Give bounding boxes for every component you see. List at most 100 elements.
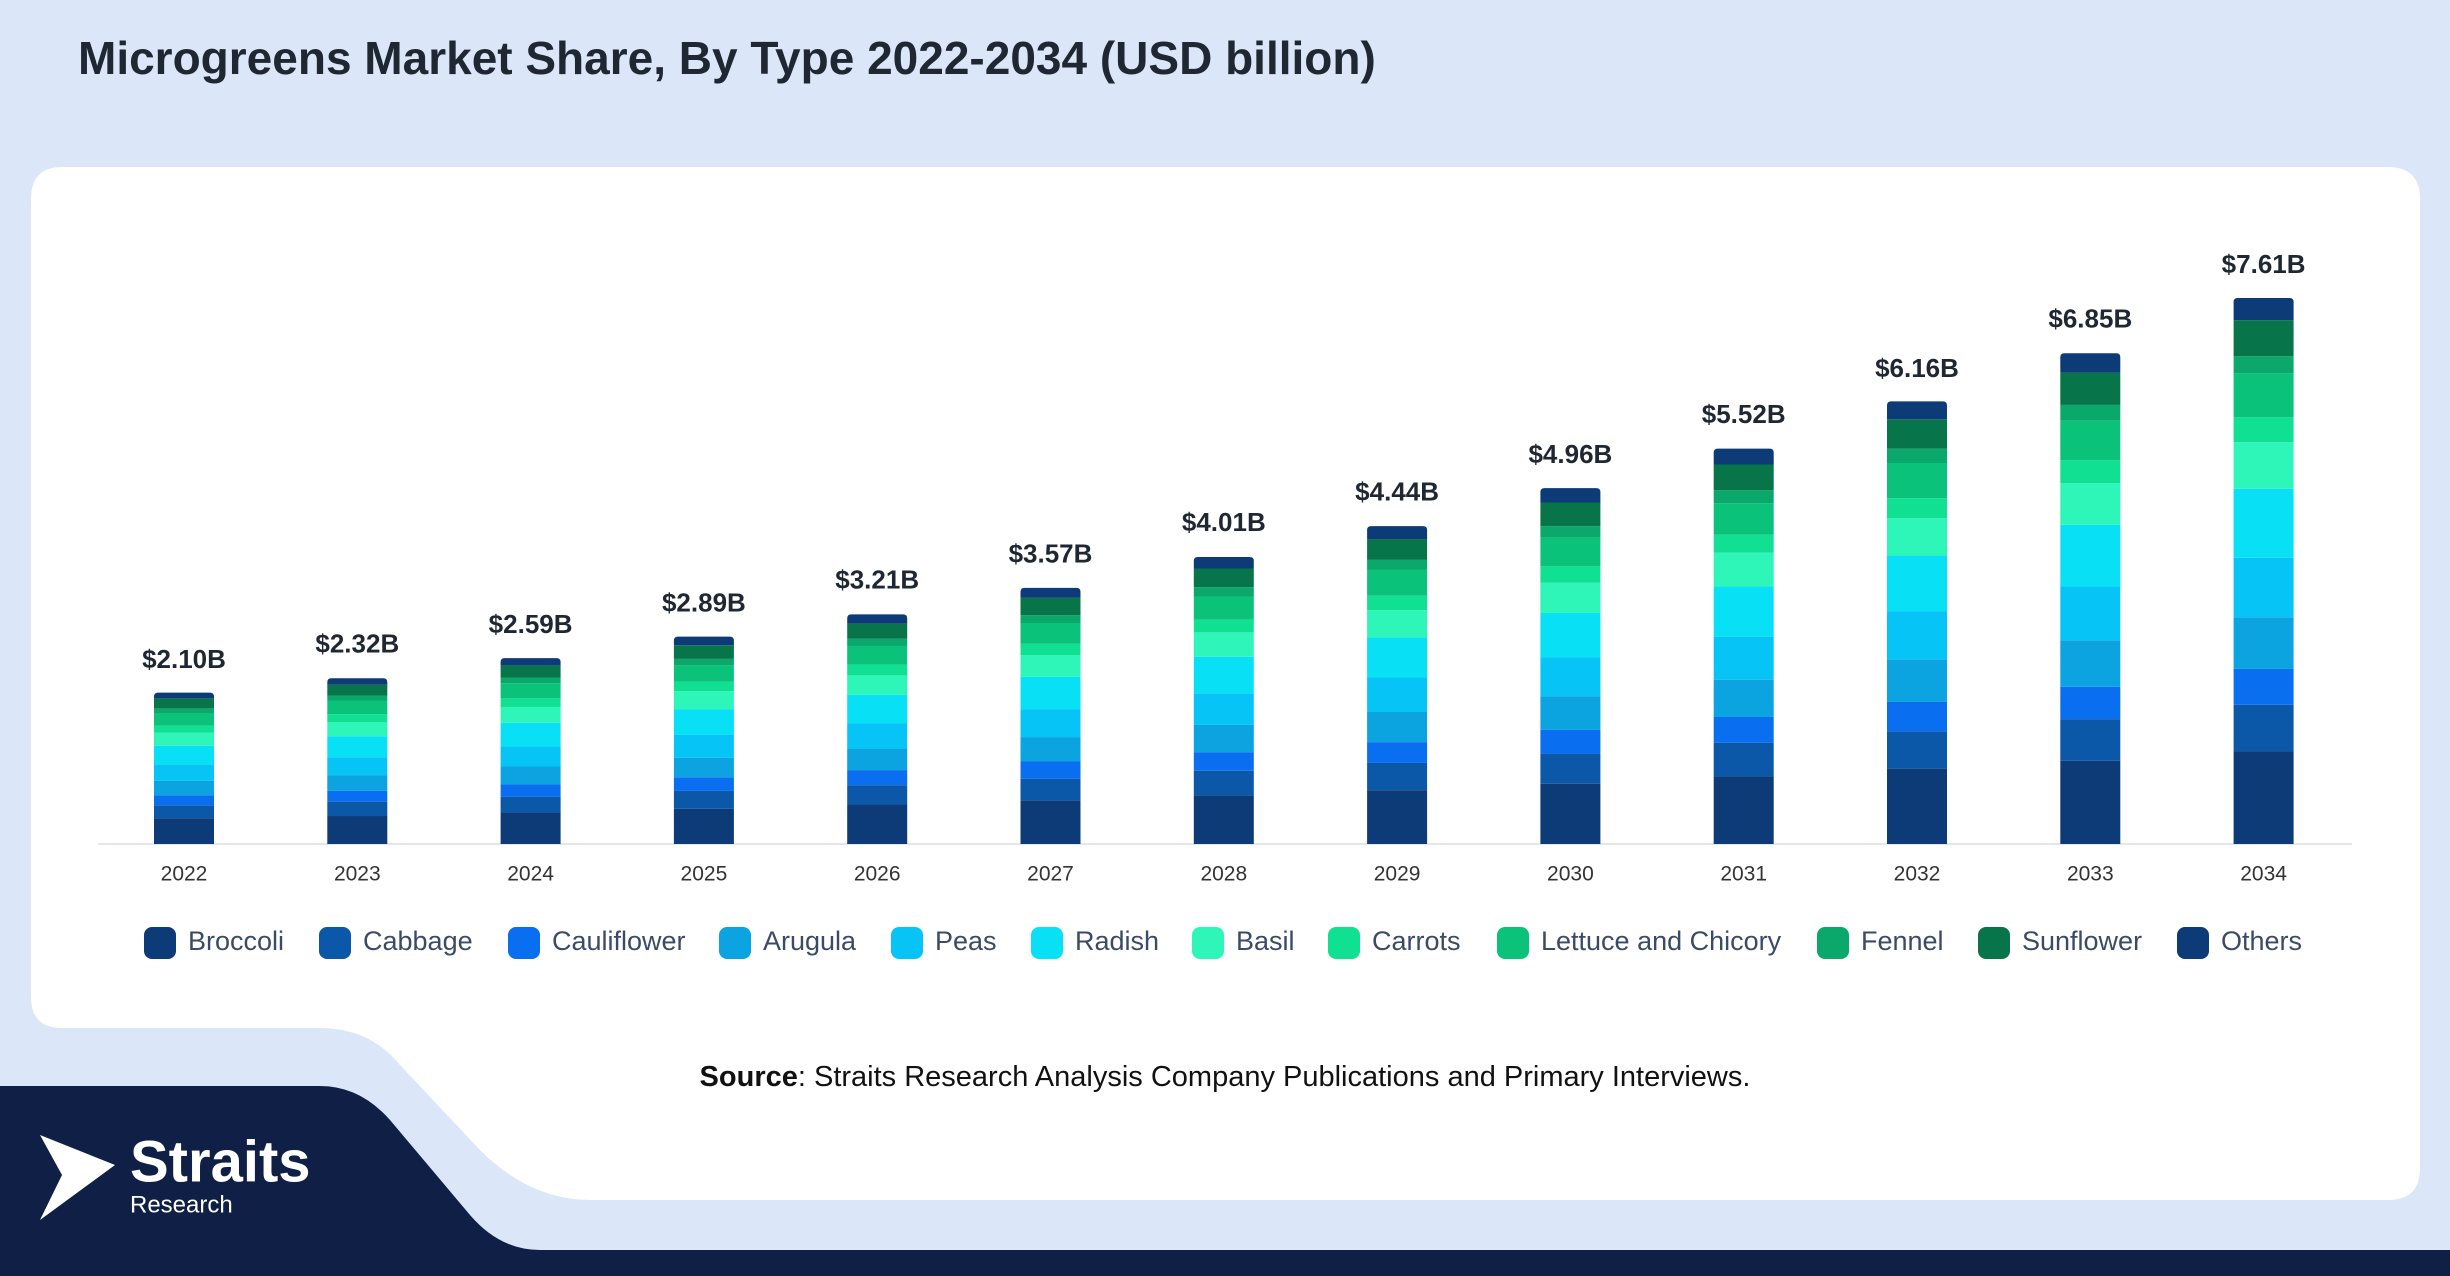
bar-segment [1887, 498, 1947, 519]
bar-segment [2060, 686, 2121, 720]
bar-segment [1540, 488, 1601, 503]
bar-segment [500, 722, 561, 747]
bar-segment [1713, 717, 1774, 743]
bar-segment [1193, 557, 1254, 569]
bar-segment [1713, 464, 1774, 491]
bar-segment [673, 790, 734, 809]
bar-segment [2233, 320, 2294, 357]
legend-swatch [1031, 927, 1063, 959]
bar-segment [327, 801, 388, 817]
bar-segment [847, 804, 908, 844]
bar-segment [1887, 731, 1947, 769]
bar-segment [1713, 448, 1774, 465]
legend-swatch [1978, 927, 2010, 959]
total-label: $3.21B [835, 565, 919, 595]
total-label: $4.44B [1355, 476, 1439, 506]
bar-segment [154, 764, 214, 781]
bar-segment [154, 708, 214, 714]
bar-segment [1367, 790, 1428, 844]
total-label: $4.01B [1182, 507, 1266, 537]
total-label: $4.96B [1528, 439, 1612, 469]
bar-segment [1020, 643, 1081, 656]
bar-segment [154, 818, 214, 844]
legend-swatch [508, 927, 540, 959]
bar-segment [1367, 569, 1428, 596]
bar-segment [154, 780, 214, 796]
bar-segment [327, 790, 388, 802]
bar-segment [1367, 559, 1428, 570]
legend-swatch [719, 927, 751, 959]
bar-segment [847, 723, 908, 749]
bar-segment [327, 816, 388, 844]
bar-segment [673, 777, 734, 791]
bar-segment [1713, 679, 1774, 718]
bar-segment [2060, 760, 2121, 844]
legend-swatch [1497, 927, 1529, 959]
bar-segment [1367, 595, 1428, 611]
legend-label: Fennel [1861, 926, 1944, 956]
legend-label: Radish [1075, 926, 1159, 956]
bar-segment [154, 805, 214, 819]
x-tick-label: 2026 [854, 863, 901, 886]
legend-label: Lettuce and Chicory [1541, 926, 1782, 956]
bar-segment [847, 638, 908, 646]
x-tick-label: 2029 [1374, 863, 1421, 886]
bar-segment [847, 785, 908, 805]
bar-segment [2060, 420, 2121, 461]
bar-segment [500, 665, 561, 678]
bar-segment [1887, 463, 1947, 499]
legend-swatch [1328, 927, 1360, 959]
footer-band [0, 1086, 2450, 1276]
bar-segment [1887, 768, 1947, 844]
x-tick-label: 2028 [1200, 863, 1247, 886]
bar-segment [847, 694, 908, 724]
bar-segment [500, 746, 561, 767]
bar-segment [1367, 762, 1428, 791]
source-text: : Straits Research Analysis Company Publ… [798, 1061, 1751, 1093]
bar-segment [1193, 656, 1254, 694]
bar-segment [500, 683, 561, 699]
chart-title: Microgreens Market Share, By Type 2022-2… [78, 32, 1376, 84]
bar-segment [2233, 704, 2294, 752]
bar-segment [1540, 729, 1601, 754]
bar-segment [1887, 611, 1947, 660]
bar-segment [673, 691, 734, 710]
x-tick-label: 2031 [1720, 863, 1767, 886]
bar-segment [1887, 701, 1947, 732]
bar-segment [1020, 778, 1081, 801]
bar-segment [1887, 555, 1947, 612]
bar-segment [2060, 460, 2121, 484]
x-tick-label: 2025 [681, 863, 728, 886]
bar-segment [1713, 503, 1774, 535]
bar-segment [1367, 610, 1428, 638]
bar-segment [1713, 490, 1774, 504]
bar-segment [1540, 526, 1601, 538]
legend-swatch [319, 927, 351, 959]
bar-segment [1020, 597, 1081, 616]
x-tick-label: 2022 [161, 863, 208, 886]
bar-segment [1540, 537, 1601, 567]
bar-segment [2060, 719, 2121, 761]
x-tick-label: 2024 [507, 863, 554, 886]
bar-segment [154, 713, 214, 726]
legend-swatch [2177, 927, 2209, 959]
bar-segment [500, 796, 561, 813]
bar-segment [847, 645, 908, 665]
x-tick-label: 2023 [334, 863, 381, 886]
bar-segment [673, 808, 734, 844]
x-tick-label: 2034 [2240, 863, 2287, 886]
bar-segment [2060, 404, 2121, 421]
bar-segment [1540, 783, 1601, 844]
bar-segment [2233, 668, 2294, 705]
x-tick-label: 2030 [1547, 863, 1594, 886]
bar-segment [2233, 373, 2294, 418]
legend-label: Basil [1236, 926, 1295, 956]
bar-segment [154, 725, 214, 733]
bar-segment [2060, 524, 2121, 587]
bar-segment [500, 706, 561, 723]
bar-segment [1193, 693, 1254, 725]
x-tick-label: 2027 [1027, 863, 1074, 886]
bar-segment [500, 658, 561, 666]
bar-segment [327, 714, 388, 723]
total-label: $2.32B [315, 628, 399, 658]
